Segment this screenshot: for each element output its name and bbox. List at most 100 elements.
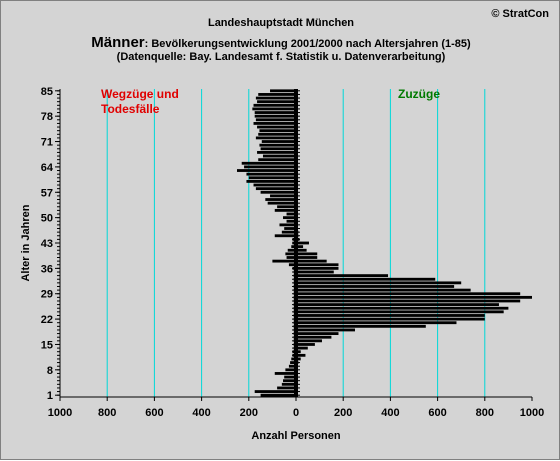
labels: 1000 800 600 400 200 0 200 400 600 800 1000 1 8 15 22 2… bbox=[20, 86, 544, 442]
outflow-bar bbox=[244, 165, 296, 169]
inflow-bar bbox=[296, 346, 308, 350]
inflow-bar bbox=[296, 332, 339, 336]
inflow-bar bbox=[296, 281, 462, 285]
x-tick-label: 600 bbox=[428, 407, 446, 419]
outflow-bar bbox=[258, 132, 296, 136]
outflow-bar bbox=[257, 125, 296, 129]
outflow-bar bbox=[265, 198, 296, 201]
inflow-bar bbox=[296, 252, 318, 256]
chart-source-note: (Datenquelle: Bay. Landesamt f. Statisti… bbox=[116, 51, 446, 63]
inflow-bar bbox=[296, 295, 532, 299]
inflow-bar bbox=[296, 303, 499, 307]
chart-title-line2: Männer: Bevölkerungsentwicklung 2001/200… bbox=[1, 34, 560, 51]
outflow-bar bbox=[237, 169, 296, 172]
y-tick-label: 78 bbox=[41, 111, 53, 123]
x-tick-label: 0 bbox=[293, 407, 299, 419]
outflow-bar bbox=[274, 208, 296, 212]
outflow-bar bbox=[254, 390, 296, 393]
y-tick-label: 36 bbox=[41, 263, 53, 275]
outflow-bar bbox=[253, 103, 296, 107]
outflow-bar bbox=[277, 386, 296, 390]
outflow-bar bbox=[254, 111, 296, 114]
y-axis-title: Alter in Jahren bbox=[20, 204, 32, 281]
outflow-bar bbox=[258, 93, 296, 96]
inflow-bar bbox=[296, 353, 306, 357]
outflow-bar bbox=[254, 114, 296, 118]
outflow-bar bbox=[286, 212, 296, 216]
outflow-bar bbox=[272, 259, 296, 263]
gridlines bbox=[106, 89, 486, 397]
inflow-bar bbox=[296, 263, 339, 267]
outflow-bar bbox=[281, 230, 296, 234]
inflow-bar bbox=[296, 266, 339, 270]
outflow-bar bbox=[285, 252, 296, 256]
y-tick-label: 29 bbox=[41, 289, 53, 301]
inflow-bar bbox=[296, 339, 322, 343]
chart-title-gender: Männer bbox=[91, 34, 145, 51]
inflow-bar bbox=[296, 299, 521, 303]
x-tick-label: 200 bbox=[240, 407, 258, 419]
outflow-bar bbox=[274, 372, 296, 375]
inflow-bar bbox=[296, 328, 355, 332]
inflow-bar bbox=[296, 259, 327, 263]
x-tick-label: 1000 bbox=[48, 407, 72, 419]
y-tick-label: 22 bbox=[41, 314, 53, 326]
outflow-bar bbox=[262, 154, 296, 158]
outflow-bar bbox=[277, 205, 296, 209]
x-tick-label: 200 bbox=[334, 407, 352, 419]
y-tick-label: 71 bbox=[41, 137, 53, 149]
y-tick-label: 85 bbox=[41, 86, 53, 98]
inflow-bar bbox=[296, 248, 307, 252]
outflow-label-line2: Todesfälle bbox=[101, 102, 160, 116]
y-tick-label: 43 bbox=[41, 238, 53, 250]
outflow-bar bbox=[284, 375, 296, 379]
outflow-bar bbox=[285, 368, 296, 372]
inflow-bar bbox=[296, 314, 485, 317]
outflow-bar bbox=[253, 122, 296, 125]
y-tick-label: 8 bbox=[47, 365, 53, 377]
inflow-bar bbox=[296, 310, 504, 314]
x-axis-title: Anzahl Personen bbox=[251, 430, 341, 442]
outflow-bar bbox=[267, 201, 296, 205]
outflow-bar bbox=[246, 172, 296, 176]
inflow-bar bbox=[296, 270, 334, 274]
inflow-bar bbox=[296, 285, 455, 288]
y-tick-label: 15 bbox=[41, 339, 53, 351]
inflow-bar bbox=[296, 317, 485, 321]
outflow-bar bbox=[270, 89, 296, 93]
outflow-bar bbox=[260, 393, 296, 397]
outflow-bar bbox=[258, 158, 296, 162]
outflow-bar bbox=[259, 129, 296, 133]
outflow-bar bbox=[279, 223, 296, 227]
inflow-bar bbox=[296, 288, 471, 292]
x-tick-label: 400 bbox=[381, 407, 399, 419]
outflow-bar bbox=[257, 150, 296, 154]
inflow-bar bbox=[296, 274, 389, 278]
inflow-bar bbox=[296, 306, 509, 310]
outflow-bar bbox=[255, 136, 296, 140]
inflow-bar bbox=[296, 241, 309, 245]
outflow-bar bbox=[248, 176, 296, 180]
bars bbox=[237, 89, 532, 397]
outflow-bar bbox=[260, 147, 296, 151]
outflow-bar bbox=[284, 227, 296, 230]
outflow-bar bbox=[255, 118, 296, 122]
outflow-bar bbox=[287, 248, 296, 252]
inflow-bar bbox=[296, 321, 457, 325]
outflow-bar bbox=[257, 100, 296, 104]
outflow-label-line1: Wegzüge und bbox=[101, 87, 179, 101]
outflow-bar bbox=[252, 107, 296, 111]
outflow-bar bbox=[260, 190, 296, 194]
inflow-bar bbox=[296, 324, 426, 328]
y-tick-label: 1 bbox=[47, 390, 53, 402]
outflow-bar bbox=[286, 256, 296, 259]
outflow-bar bbox=[281, 382, 296, 386]
x-tick-label: 600 bbox=[145, 407, 163, 419]
outflow-bar bbox=[246, 179, 296, 183]
chart-title-subject: : Bevölkerungsentwicklung 2001/2000 nach… bbox=[144, 38, 471, 50]
chart-title-line1: Landeshauptstadt München bbox=[207, 17, 355, 29]
x-tick-label: 1000 bbox=[520, 407, 544, 419]
outflow-bar bbox=[274, 234, 296, 238]
